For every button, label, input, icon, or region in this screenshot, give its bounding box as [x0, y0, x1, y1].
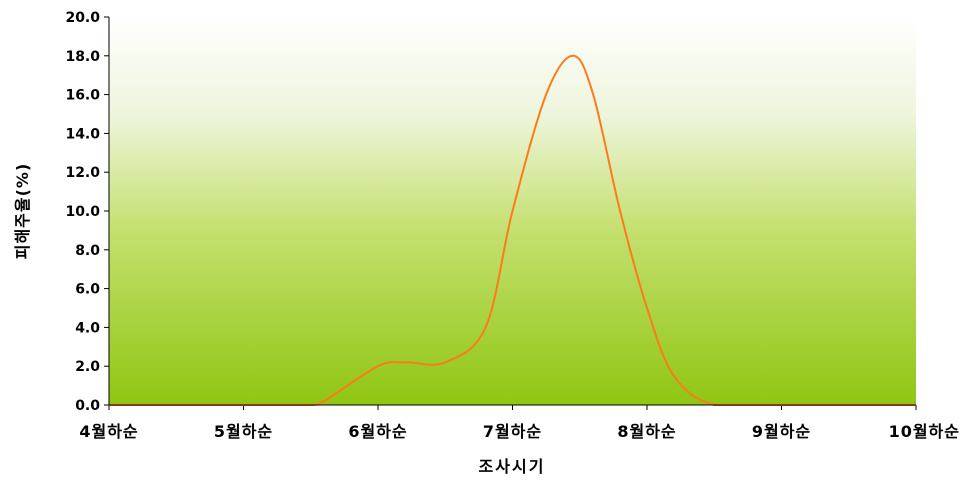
- x-tick-label: 5월하순: [214, 422, 273, 441]
- y-tick-label: 6.0: [75, 282, 100, 298]
- x-tick-label: 4월하순: [79, 422, 138, 441]
- y-tick-label: 20.0: [65, 10, 100, 26]
- y-tick-label: 18.0: [65, 49, 100, 65]
- y-axis-title: 피해주율(%): [13, 163, 32, 260]
- y-axis-ticks: 0.0 2.0 4.0 6.0 8.0 10.0 12.0 14.0 16.0 18.0 20.0: [65, 10, 109, 414]
- y-tick-label: 0.0: [75, 398, 100, 414]
- x-axis-title: 조사시기: [479, 457, 546, 476]
- x-tick-label: 10월하순: [889, 422, 960, 441]
- y-tick-label: 10.0: [65, 204, 100, 220]
- y-tick-label: 14.0: [65, 126, 100, 142]
- y-tick-label: 2.0: [75, 359, 100, 375]
- x-tick-label: 8월하순: [617, 422, 676, 441]
- y-tick-label: 4.0: [75, 320, 100, 336]
- y-tick-label: 8.0: [75, 243, 100, 259]
- y-tick-label: 12.0: [65, 165, 100, 181]
- x-tick-label: 6월하순: [348, 422, 407, 441]
- x-tick-label: 9월하순: [752, 422, 811, 441]
- y-tick-label: 16.0: [65, 88, 100, 104]
- x-tick-label: 7월하순: [483, 422, 542, 441]
- x-axis-ticks: 4월하순 5월하순 6월하순 7월하순 8월하순 9월하순 10월하순: [79, 405, 960, 441]
